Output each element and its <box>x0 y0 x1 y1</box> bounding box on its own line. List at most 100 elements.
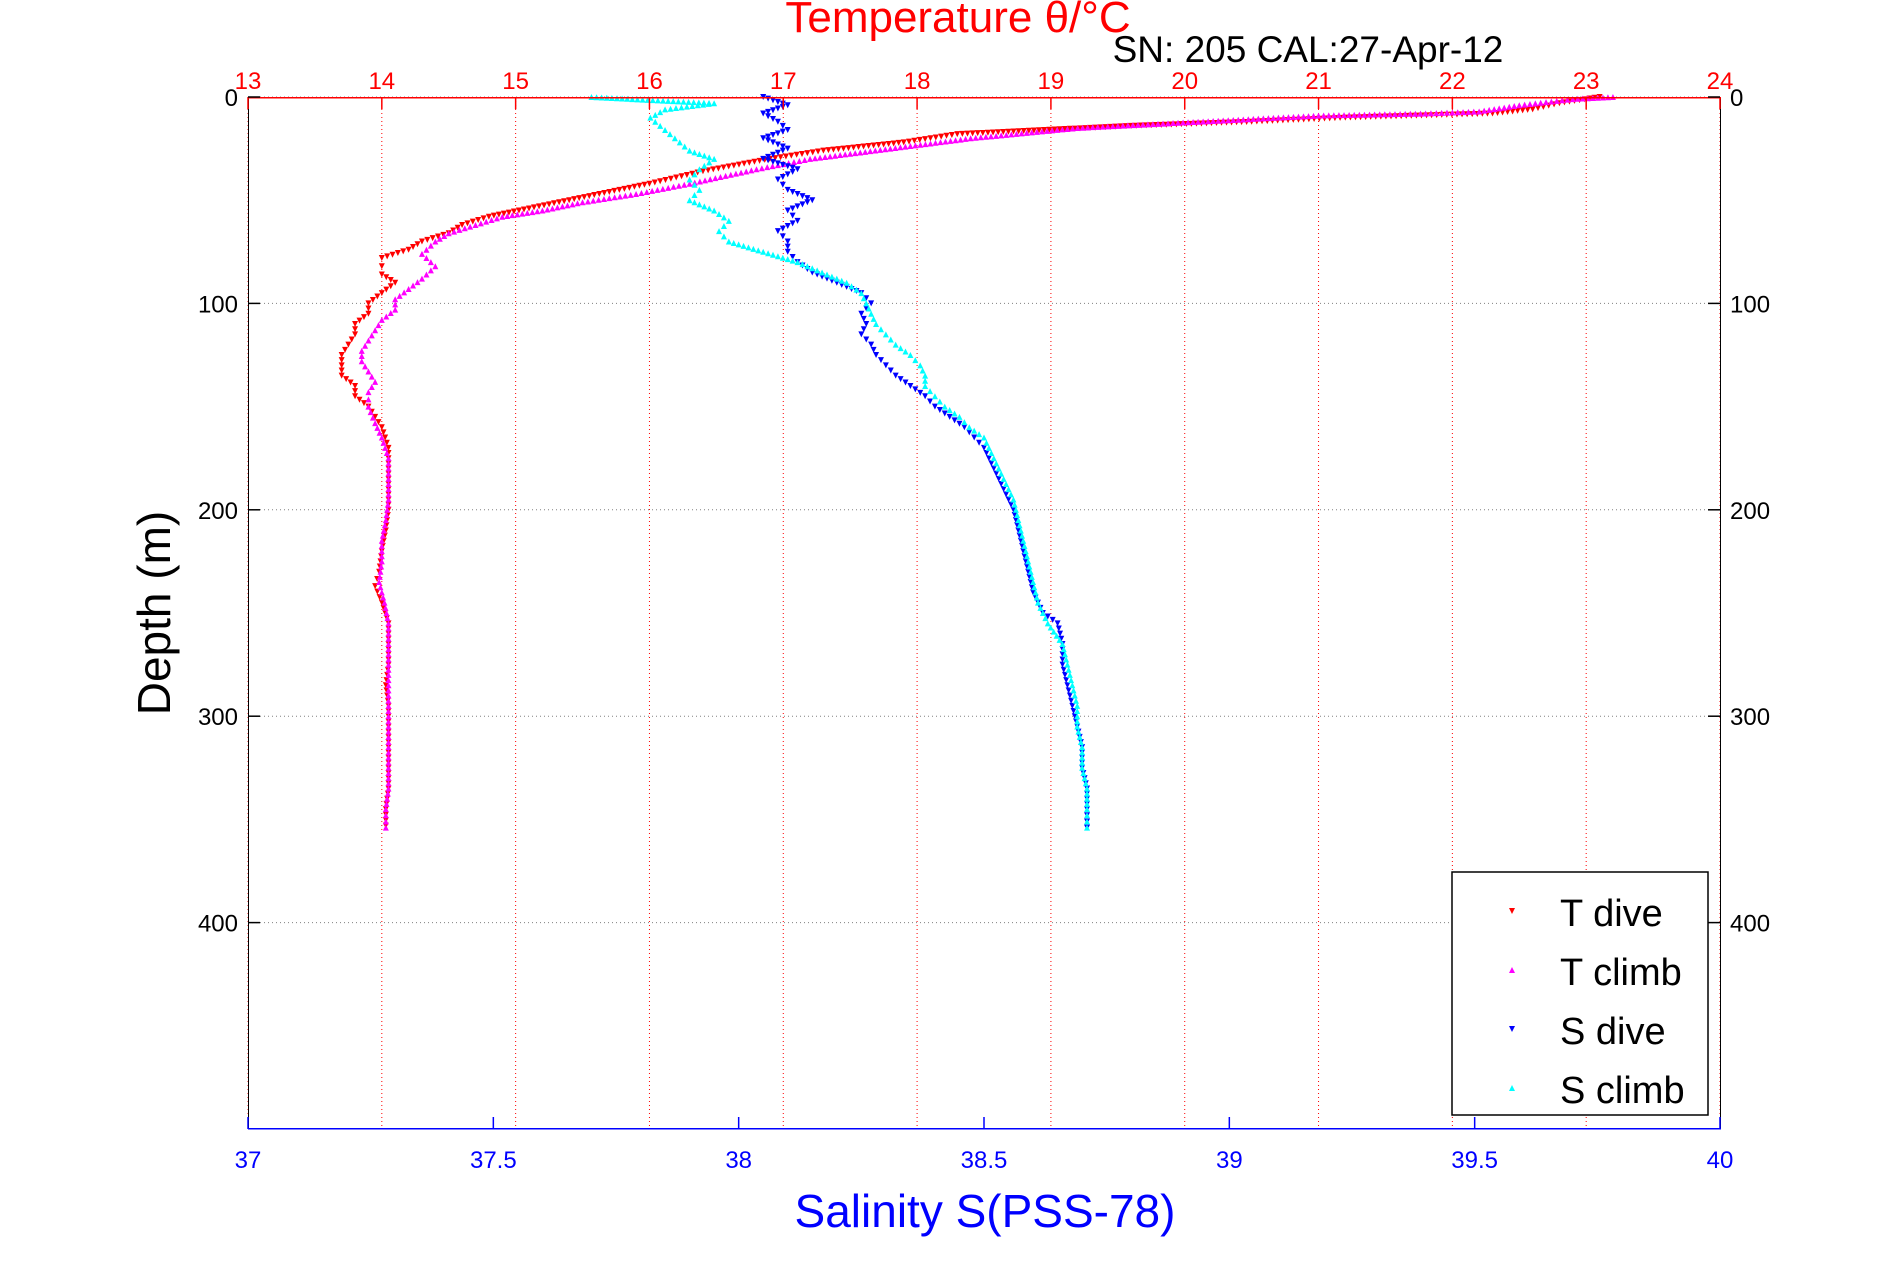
point-t-climb <box>365 403 372 410</box>
point-t-dive <box>385 444 392 451</box>
point-t-climb <box>1185 119 1192 126</box>
point-t-climb <box>376 429 383 436</box>
point-s-climb <box>706 205 713 212</box>
depth-tick-label-right: 200 <box>1730 498 1770 525</box>
point-s-climb <box>1021 542 1028 549</box>
point-t-climb <box>837 152 844 159</box>
point-s-climb <box>912 357 919 364</box>
point-t-climb <box>617 193 624 200</box>
point-t-climb <box>882 146 889 153</box>
point-s-dive <box>951 417 958 424</box>
point-t-climb <box>385 465 392 472</box>
point-s-dive <box>794 203 801 210</box>
legend: T dive T climb S dive S climb <box>1451 871 1709 1116</box>
point-t-climb <box>367 409 374 416</box>
point-t-dive <box>954 131 961 138</box>
point-t-climb <box>385 656 392 663</box>
point-s-climb <box>691 171 698 178</box>
point-t-dive <box>394 250 401 257</box>
point-t-climb <box>423 246 430 253</box>
point-s-climb <box>789 257 796 264</box>
point-t-climb <box>1205 118 1212 125</box>
point-t-dive <box>746 159 753 166</box>
point-t-dive <box>1046 126 1053 133</box>
point-s-climb <box>1011 501 1018 508</box>
point-t-climb <box>1013 130 1020 137</box>
point-t-dive <box>429 235 436 242</box>
point-s-dive <box>931 403 938 410</box>
legend-items: T dive T climb S dive S climb <box>1509 893 1685 1112</box>
point-s-climb <box>690 99 697 106</box>
point-t-dive <box>475 217 482 224</box>
point-t-climb <box>1476 108 1483 115</box>
point-s-dive <box>789 205 796 212</box>
point-s-dive <box>794 191 801 198</box>
point-t-climb <box>427 267 434 274</box>
point-s-climb <box>681 143 688 150</box>
point-t-climb <box>748 167 755 174</box>
point-s-dive <box>1007 501 1014 508</box>
point-s-climb <box>1068 677 1075 684</box>
point-s-dive <box>1015 527 1022 534</box>
point-t-climb <box>1069 125 1076 132</box>
temperature-tick-label: 15 <box>502 68 529 95</box>
point-t-climb <box>1371 111 1378 118</box>
point-t-climb <box>385 775 392 782</box>
point-t-climb <box>477 220 484 227</box>
point-s-dive <box>784 238 791 245</box>
point-t-dive <box>459 221 466 228</box>
point-t-dive <box>865 143 872 150</box>
point-t-climb <box>384 795 391 802</box>
point-t-climb <box>554 204 561 211</box>
point-s-climb <box>706 159 713 166</box>
point-s-climb <box>1014 511 1021 518</box>
point-s-climb <box>1032 589 1039 596</box>
point-t-dive <box>338 372 345 379</box>
point-t-climb <box>1064 125 1071 132</box>
point-t-dive <box>1030 127 1037 134</box>
point-t-climb <box>401 289 408 296</box>
point-t-climb <box>1285 114 1292 121</box>
point-s-climb <box>696 201 703 208</box>
point-t-climb <box>1460 109 1467 116</box>
point-s-dive <box>1068 697 1075 704</box>
point-t-dive <box>895 139 902 146</box>
point-t-climb <box>1260 115 1267 122</box>
point-s-climb <box>1074 713 1081 720</box>
point-t-dive <box>969 130 976 137</box>
point-s-climb <box>922 382 929 389</box>
point-t-climb <box>378 563 385 570</box>
point-t-climb <box>952 137 959 144</box>
point-s-dive <box>784 223 791 229</box>
point-t-dive <box>526 205 533 212</box>
point-t-climb <box>1210 117 1217 124</box>
point-s-climb <box>1016 522 1023 529</box>
legend-item-s-dive: S dive <box>1509 1011 1666 1053</box>
point-s-climb <box>696 186 703 193</box>
point-s-dive <box>1021 553 1028 560</box>
point-s-climb <box>922 372 929 379</box>
point-t-dive <box>376 594 383 601</box>
point-t-dive <box>911 137 918 144</box>
point-t-climb <box>385 455 392 462</box>
point-t-climb <box>1496 105 1503 112</box>
point-t-climb <box>385 630 392 637</box>
point-s-climb <box>649 97 656 104</box>
point-t-climb <box>372 327 379 334</box>
point-s-dive <box>1023 563 1030 570</box>
point-s-dive <box>1010 506 1017 513</box>
point-t-climb <box>544 206 551 213</box>
point-t-dive <box>375 419 382 426</box>
point-t-dive <box>885 140 892 147</box>
point-s-climb <box>1061 651 1068 658</box>
point-t-dive <box>799 150 806 157</box>
point-s-dive <box>770 116 777 123</box>
point-s-dive <box>1012 517 1019 524</box>
point-t-dive <box>369 296 376 303</box>
point-t-dive <box>1010 128 1017 135</box>
point-t-climb <box>1491 106 1498 113</box>
point-s-climb <box>1079 764 1086 771</box>
point-t-dive <box>1529 106 1536 113</box>
point-t-climb <box>988 133 995 140</box>
point-t-dive <box>667 175 674 182</box>
